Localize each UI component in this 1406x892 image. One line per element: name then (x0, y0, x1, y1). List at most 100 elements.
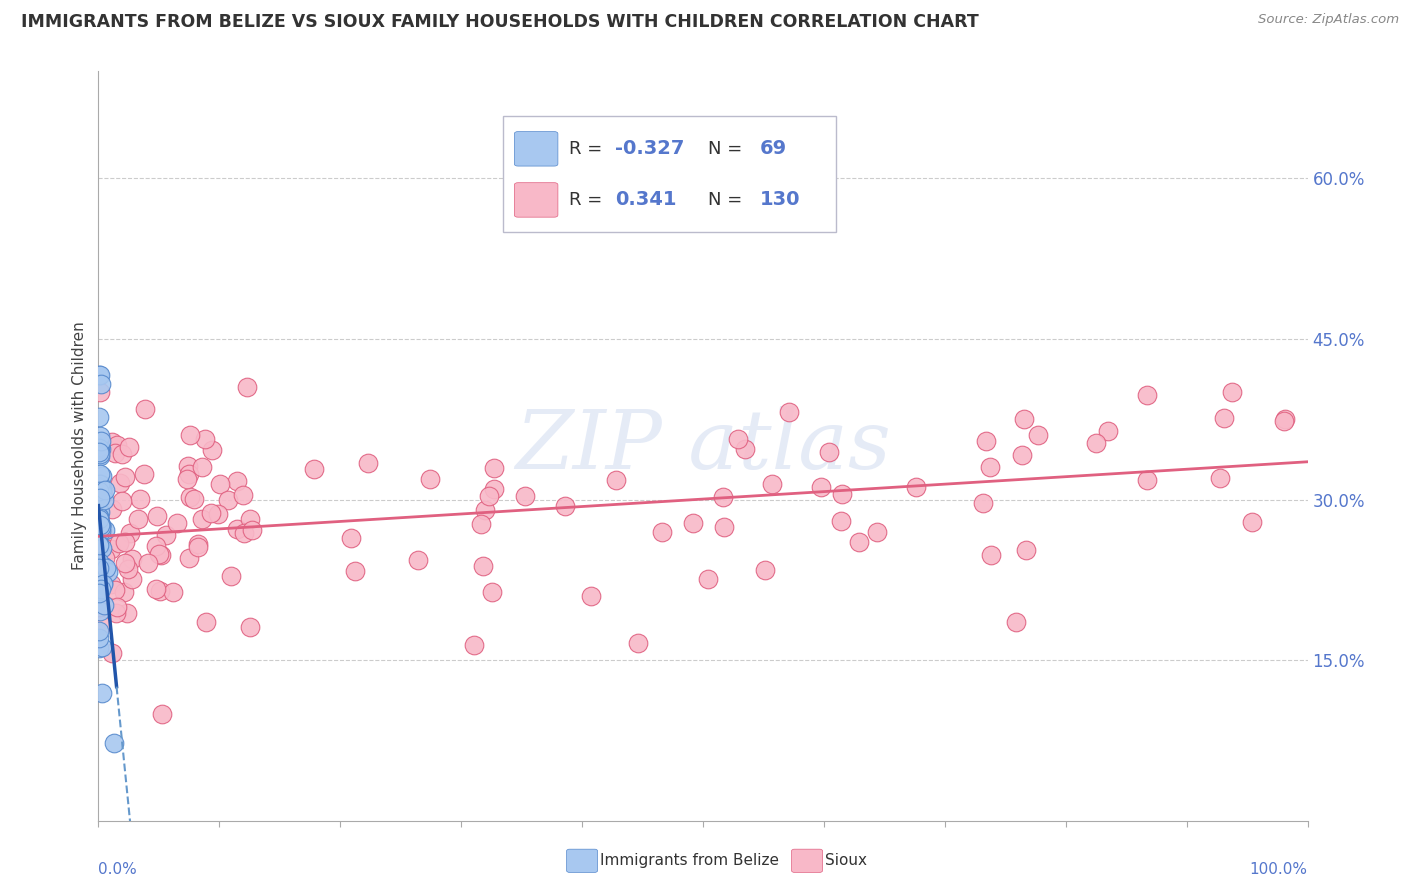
Point (91, 640, 114, 655)
Point (1011, 448, 1033, 462)
Point (1209, 471, 1232, 485)
Point (1136, 473, 1159, 487)
Point (1274, 412, 1296, 426)
Point (482, 482, 505, 496)
Point (866, 524, 889, 539)
Point (87, 410, 110, 425)
Point (87, 510, 110, 524)
Point (1220, 384, 1243, 399)
Point (235, 380, 257, 394)
Point (105, 600, 128, 615)
Text: Immigrants from Belize: Immigrants from Belize (600, 854, 779, 868)
Point (87, 537, 110, 551)
Y-axis label: Family Households with Children: Family Households with Children (72, 322, 87, 570)
Point (232, 488, 254, 502)
Text: IMMIGRANTS FROM BELIZE VS SIOUX FAMILY HOUSEHOLDS WITH CHILDREN CORRELATION CHAR: IMMIGRANTS FROM BELIZE VS SIOUX FAMILY H… (21, 13, 979, 31)
Point (778, 405, 800, 419)
Point (100, 576, 122, 591)
Point (515, 489, 537, 503)
Point (89, 631, 111, 645)
Point (177, 550, 200, 565)
Point (91, 577, 114, 591)
Point (239, 512, 262, 526)
Point (697, 572, 720, 586)
Point (89, 440, 111, 454)
Point (471, 558, 494, 573)
Point (105, 607, 128, 621)
Point (406, 553, 429, 567)
Point (89, 484, 111, 499)
Point (90, 618, 112, 632)
Point (118, 440, 141, 454)
Point (148, 547, 170, 561)
Point (90, 520, 112, 534)
Point (149, 548, 172, 562)
FancyBboxPatch shape (503, 116, 837, 233)
Point (89, 440, 111, 454)
Point (1241, 515, 1264, 529)
Point (89, 518, 111, 533)
Point (1005, 615, 1028, 629)
Point (89, 574, 111, 588)
Point (419, 471, 441, 485)
Point (183, 492, 205, 507)
Point (343, 564, 366, 578)
Point (166, 516, 188, 531)
Point (474, 503, 496, 517)
Point (817, 445, 839, 459)
Point (127, 512, 149, 526)
Point (89, 368, 111, 382)
Point (104, 445, 127, 459)
Point (242, 523, 264, 537)
Point (145, 509, 167, 524)
Point (1097, 424, 1119, 438)
Point (463, 638, 485, 652)
Point (340, 532, 363, 546)
Point (179, 490, 201, 504)
Point (101, 501, 124, 516)
Point (87, 512, 110, 526)
Point (101, 646, 124, 660)
Point (93, 523, 115, 537)
Point (104, 582, 127, 597)
Point (89, 467, 111, 482)
Point (201, 443, 224, 458)
Point (89, 512, 111, 526)
Point (233, 526, 256, 541)
Point (87, 506, 110, 520)
Point (89, 384, 111, 399)
Point (89, 429, 111, 443)
Point (115, 606, 138, 620)
Point (89, 583, 111, 598)
Point (1015, 542, 1038, 557)
Point (94, 560, 117, 574)
Point (90, 582, 112, 596)
Text: 100.0%: 100.0% (1250, 862, 1308, 877)
Point (194, 432, 217, 446)
Point (1014, 412, 1036, 426)
Point (217, 493, 239, 508)
Point (187, 540, 209, 554)
Point (831, 487, 853, 501)
Point (554, 499, 576, 513)
Text: 0.0%: 0.0% (98, 862, 138, 877)
FancyBboxPatch shape (515, 132, 558, 166)
Point (107, 536, 129, 550)
Point (830, 514, 852, 528)
Point (87, 562, 110, 576)
Point (89, 442, 111, 457)
Point (1213, 410, 1236, 425)
Point (194, 615, 217, 629)
Point (145, 540, 167, 554)
Point (150, 706, 173, 721)
Point (87, 526, 110, 541)
Point (90, 686, 112, 700)
Point (727, 432, 749, 446)
Point (221, 568, 243, 582)
Text: R =: R = (569, 191, 607, 209)
Text: 130: 130 (759, 190, 800, 210)
Point (177, 467, 200, 482)
Point (111, 493, 134, 508)
Point (225, 474, 247, 488)
Point (105, 438, 128, 452)
